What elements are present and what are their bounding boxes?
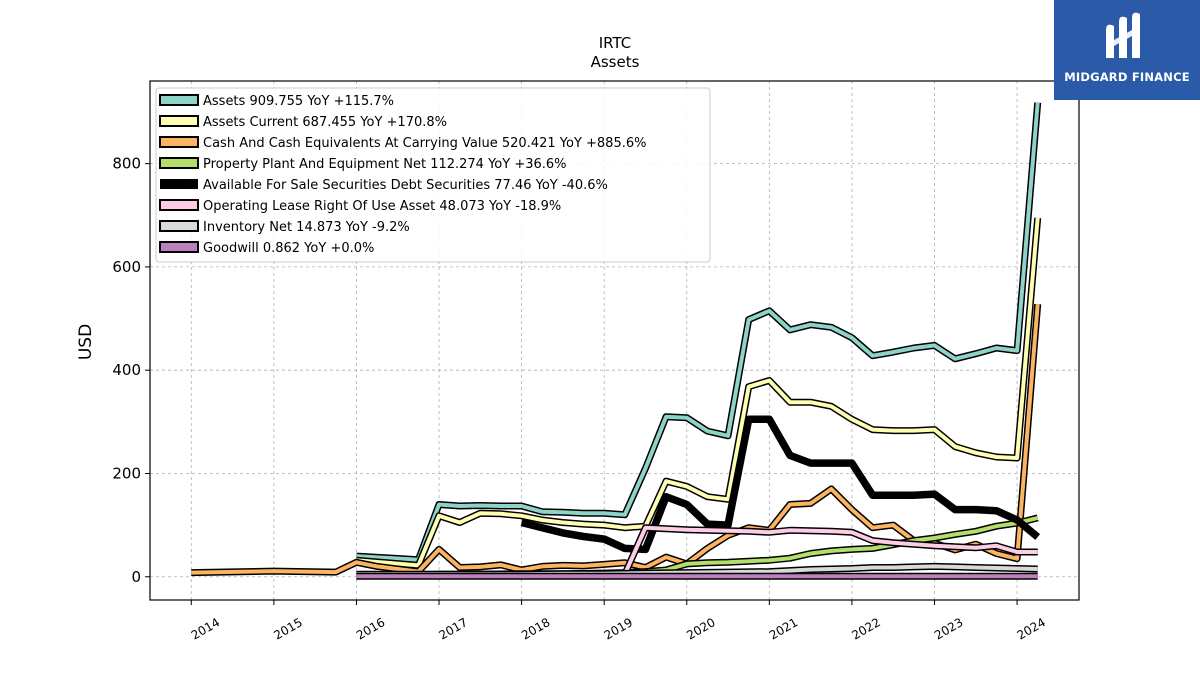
legend-swatch	[159, 94, 199, 106]
legend-swatch	[159, 136, 199, 148]
legend-swatch	[159, 199, 199, 211]
x-tick-label: 2024	[1015, 615, 1048, 642]
x-tick-label: 2018	[519, 615, 552, 642]
legend-swatch	[159, 115, 199, 127]
legend-label: Cash And Cash Equivalents At Carrying Va…	[203, 136, 646, 151]
y-tick-label: 800	[112, 155, 141, 173]
legend-item: Cash And Cash Equivalents At Carrying Va…	[159, 136, 646, 151]
y-axis-label: USD	[76, 324, 96, 360]
stylized-m-logo-icon	[1106, 12, 1140, 59]
legend-label: Inventory Net 14.873 YoY -9.2%	[203, 220, 410, 235]
legend-label: Assets 909.755 YoY +115.7%	[203, 94, 394, 109]
series-line-4	[520, 415, 1041, 554]
x-tick-label: 2020	[684, 615, 717, 642]
legend-swatch	[160, 179, 198, 189]
legend-label: Available For Sale Securities Debt Secur…	[203, 178, 608, 193]
legend-item: Assets 909.755 YoY +115.7%	[159, 94, 394, 109]
legend-label: Property Plant And Equipment Net 112.274…	[203, 157, 567, 172]
legend-item: Available For Sale Securities Debt Secur…	[160, 178, 608, 193]
legend-swatch	[159, 157, 199, 169]
x-tick-label: 2016	[354, 615, 387, 642]
x-tick-label: 2021	[767, 615, 800, 642]
x-tick-label: 2014	[189, 615, 222, 642]
brand-name: MIDGARD FINANCE	[1064, 70, 1190, 84]
y-tick-label: 200	[112, 464, 141, 482]
series-layer	[191, 102, 1042, 580]
x-tick-label: 2022	[849, 615, 882, 642]
plot-frame	[149, 80, 1080, 601]
chart-subtitle: Assets	[591, 53, 640, 71]
legend: Assets 909.755 YoY +115.7% Assets Current…	[155, 87, 711, 263]
y-tick-label: 0	[131, 568, 141, 586]
series-line-1	[356, 217, 1040, 568]
legend-label: Operating Lease Right Of Use Asset 48.07…	[203, 199, 561, 214]
brand-logo: MIDGARD FINANCE	[1054, 0, 1200, 100]
legend-item: Operating Lease Right Of Use Asset 48.07…	[159, 199, 561, 214]
y-tick-label: 600	[112, 258, 141, 276]
legend-item: Inventory Net 14.873 YoY -9.2%	[159, 220, 410, 235]
series-outline-2	[191, 303, 1042, 577]
legend-label: Goodwill 0.862 YoY +0.0%	[203, 241, 374, 256]
x-tick-label: 2017	[437, 615, 470, 642]
legend-label: Assets Current 687.455 YoY +170.8%	[203, 115, 447, 130]
series-line-5	[604, 525, 1038, 577]
legend-item: Goodwill 0.862 YoY +0.0%	[159, 241, 374, 256]
legend-item: Assets Current 687.455 YoY +170.8%	[159, 115, 447, 130]
x-tick-label: 2023	[932, 615, 965, 642]
series-line-0	[356, 102, 1040, 562]
legend-swatch	[159, 241, 199, 253]
x-tick-label: 2019	[602, 615, 635, 642]
y-tick-label: 400	[112, 361, 141, 379]
legend-box	[155, 87, 711, 263]
x-tick-label: 2015	[271, 615, 304, 642]
legend-swatch	[159, 220, 199, 232]
series-line-2	[191, 303, 1040, 575]
chart-title: IRTC	[599, 34, 632, 52]
legend-item: Property Plant And Equipment Net 112.274…	[159, 157, 567, 172]
